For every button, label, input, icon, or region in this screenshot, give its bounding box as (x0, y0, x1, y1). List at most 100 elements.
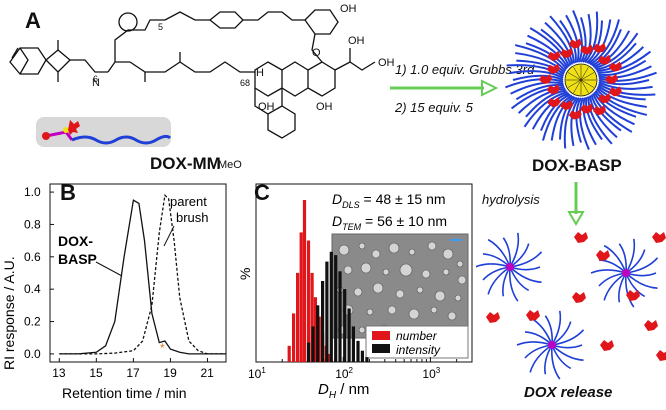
panel-label-b: B (60, 180, 76, 205)
tem-particle (399, 263, 413, 277)
basp-arm (582, 13, 592, 63)
released-dox (626, 290, 640, 301)
basp-core-bond (567, 72, 582, 81)
dls-sub: DLS (342, 200, 360, 210)
tem-particle (442, 248, 454, 260)
basp-arm (515, 84, 565, 101)
released-arm (487, 266, 511, 295)
intensity-bar (347, 308, 351, 362)
legend-swatch-number (372, 331, 390, 340)
sub-n68: 68 (240, 78, 250, 88)
released-dox (574, 232, 588, 243)
label-brush: brush (176, 210, 209, 225)
gpc-ytick-label: 0.8 (24, 217, 41, 231)
basp-arm (510, 86, 565, 110)
basp-dox-cluster (608, 61, 622, 72)
number-bar (296, 272, 300, 362)
tem-particle (353, 287, 363, 297)
tem-particle (456, 260, 464, 268)
basp-arm (592, 30, 631, 68)
basp-arm (509, 70, 564, 80)
basp-core-bond (580, 79, 595, 88)
tem-particle (343, 265, 353, 275)
basp-arm (598, 80, 653, 90)
tem-result: DTEM = 56 ± 10 nm (332, 213, 447, 232)
basp-arm (531, 92, 570, 130)
basp-arm (595, 88, 648, 116)
dls-ylabel: % (237, 268, 253, 280)
basp-arm (563, 96, 579, 149)
tem-particle (382, 268, 390, 276)
tem-d: D (332, 213, 342, 229)
released-arm (551, 344, 583, 349)
tem-particle (338, 244, 350, 256)
tem-particle (442, 268, 450, 276)
intensity-bar (365, 357, 369, 362)
released-arm (603, 272, 627, 301)
tem-particle (454, 294, 462, 302)
label-dox: DOX- (58, 233, 93, 249)
tem-sub: TEM (342, 222, 362, 232)
gpc-xtick-label: 13 (52, 366, 66, 380)
released-dox (656, 350, 666, 361)
intensity-bar (356, 340, 360, 362)
basp-arm (597, 59, 647, 76)
legend-number: number (396, 329, 438, 343)
number-bar (306, 240, 311, 362)
released-dox (572, 292, 586, 303)
tem-val: = 56 ± 10 nm (361, 213, 447, 229)
basp-dox-cluster (568, 38, 582, 49)
basp-arm (542, 94, 573, 141)
reaction-arrow (390, 79, 499, 97)
basp-arm (591, 29, 622, 67)
oh-side: OH (378, 57, 395, 69)
basp-arm (583, 11, 599, 64)
released-arm (509, 266, 541, 271)
basp-arm (523, 91, 568, 128)
released-arm (625, 257, 659, 274)
basp-arm (596, 86, 647, 108)
arrow-dox (95, 261, 123, 277)
basp-dox-cluster (605, 74, 618, 84)
number-bar (299, 232, 303, 362)
dox-basp-particle (505, 10, 657, 150)
basp-arm (529, 27, 570, 67)
tem-particle (366, 308, 374, 316)
intensity-bar (338, 271, 342, 362)
dls-xlabel-unit: / nm (336, 381, 369, 398)
released-arm (590, 269, 627, 274)
oh-tert: OH (348, 35, 365, 47)
released-core (622, 269, 630, 277)
basp-arm (594, 32, 639, 69)
basp-arm (592, 93, 633, 133)
sub-n5: 5 (158, 22, 163, 32)
released-dox (526, 310, 540, 321)
tem-particle (372, 282, 384, 294)
dox-basp-trace (59, 199, 226, 355)
oh-ring2: OH (316, 101, 333, 113)
basp-core-bond (580, 72, 595, 81)
basp-dox-cluster (539, 74, 552, 84)
gpc-ytick-label: 0.0 (24, 347, 41, 361)
tem-particle (387, 305, 397, 315)
hydrolysis-text: hydrolysis (482, 192, 540, 207)
tem-particle (408, 248, 416, 256)
basp-dox-cluster (597, 93, 611, 104)
intensity-bar (316, 305, 320, 362)
basp-dox-cluster (608, 86, 622, 97)
dls-d: D (332, 191, 342, 207)
gpc-xtick-label: 15 (89, 366, 103, 380)
h-atom: H (256, 67, 264, 79)
step1-text: 1) 1.0 equiv. Grubbs 3rd (395, 62, 535, 77)
released-arm (476, 263, 511, 268)
tem-particle (421, 269, 431, 279)
basp-dox-cluster (560, 48, 573, 59)
basp-dox-cluster (580, 103, 594, 114)
basp-arm (550, 95, 575, 141)
released-brushes (476, 232, 666, 380)
intensity-bar (311, 326, 315, 362)
intensity-bar (321, 281, 325, 362)
basp-dox-cluster (593, 105, 606, 116)
basp-arm (589, 19, 620, 66)
basp-arm (598, 71, 657, 82)
